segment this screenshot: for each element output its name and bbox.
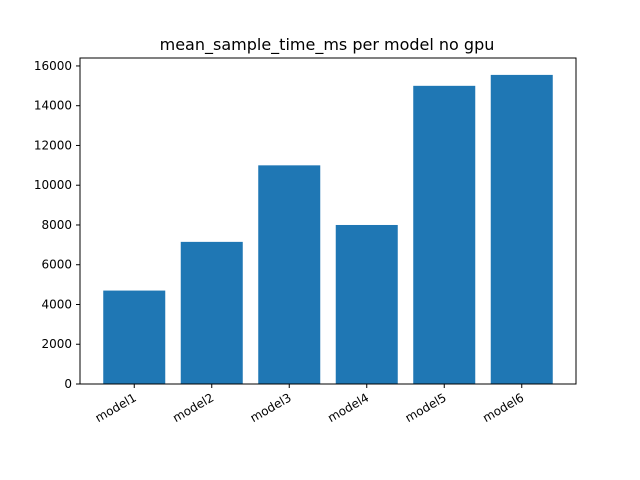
y-tick-label: 2000 [41, 337, 72, 351]
x-tick-label: model2 [170, 390, 216, 425]
x-tick-label: model5 [403, 390, 449, 425]
bar-model2 [180, 241, 243, 384]
bar-model4 [335, 224, 398, 384]
y-axis: 0 2000 4000 6000 8000 10000 12000 14000 16000 [34, 59, 80, 391]
x-axis: model1 model2 model3 model4 model5 model6 [93, 384, 526, 425]
bars-layer [103, 74, 553, 385]
bar-model6 [490, 74, 553, 385]
x-tick-label: model6 [480, 390, 526, 425]
y-tick-label: 12000 [34, 138, 72, 152]
x-tick-label: model4 [325, 390, 371, 425]
bar-model1 [103, 290, 166, 384]
y-tick-label: 10000 [34, 178, 72, 192]
x-tick-label: model3 [248, 390, 294, 425]
y-tick-label: 14000 [34, 99, 72, 113]
y-tick-label: 0 [64, 377, 72, 391]
y-tick-label: 4000 [41, 297, 72, 311]
x-tick-label: model1 [93, 390, 139, 425]
bar-model5 [413, 85, 476, 384]
y-tick-label: 8000 [41, 218, 72, 232]
y-tick-label: 16000 [34, 59, 72, 73]
bar-model3 [258, 165, 321, 384]
plot-frame [79, 57, 577, 385]
y-tick-label: 6000 [41, 258, 72, 272]
chart-title: mean_sample_time_ms per model no gpu [160, 35, 495, 55]
